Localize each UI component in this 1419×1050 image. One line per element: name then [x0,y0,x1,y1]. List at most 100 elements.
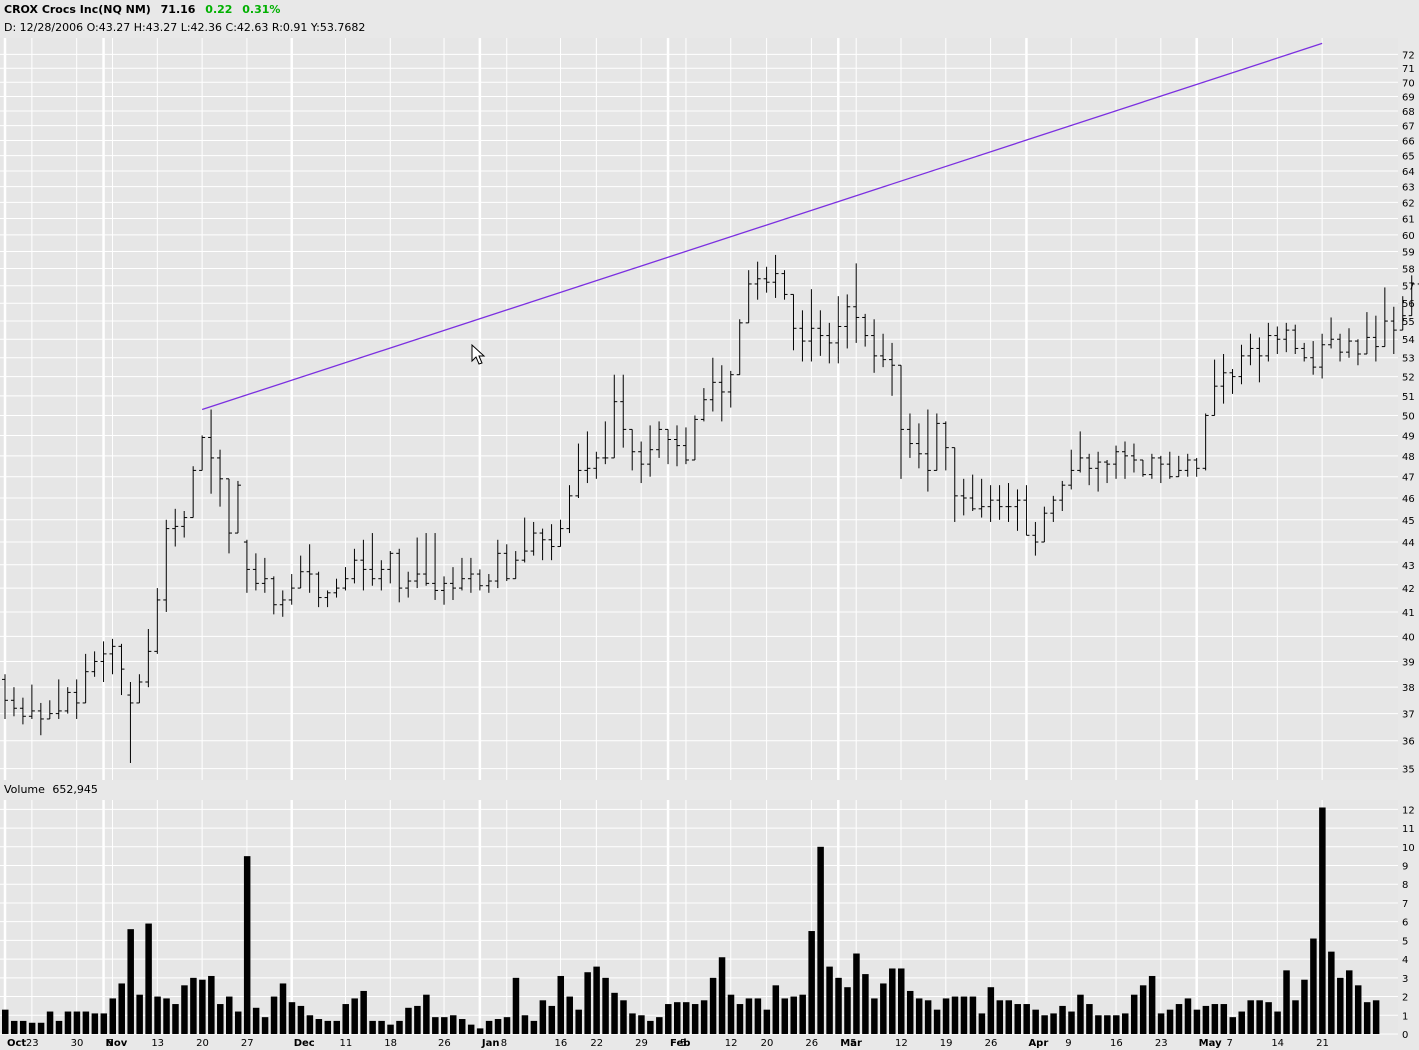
volume-bar [835,977,842,1034]
ohlc-bar [611,374,618,459]
volume-bar [763,1009,771,1034]
volume-bar [324,1020,332,1034]
ohlc-bar [136,674,143,704]
date-tick-label: 18 [384,1038,397,1049]
volume-bar [691,1004,699,1034]
ohlc-bar [1175,455,1182,478]
volume-bar [226,996,233,1034]
volume-bar [942,998,950,1034]
volume-tick-label: 1 [1402,1011,1408,1022]
volume-bar [405,1007,412,1034]
ohlc-bar [790,293,797,351]
ohlc-bar [19,697,26,725]
ohlc-bar [700,388,707,422]
volume-bar [638,1015,645,1034]
ohlc-bar [37,702,44,736]
ohlc-bar [261,557,268,593]
ohlc-bar [620,374,627,448]
ohlc-bar [1014,489,1021,531]
ohlc-bar [566,485,573,534]
volume-bar [898,968,905,1034]
ohlc-bar [315,571,322,608]
date-tick-label: 12 [725,1038,738,1049]
volume-bar [629,1013,636,1034]
price-tick-label: 57 [1402,282,1415,293]
volume-bar [1059,1005,1066,1034]
volume-bar [423,994,430,1034]
ohlc-bar [1157,455,1164,484]
ohlc-bar [638,441,645,484]
volume-bar [1005,1000,1013,1034]
volume-bar [521,1015,529,1034]
volume-bar [530,1020,538,1034]
ohlc-bar [889,342,896,396]
volume-bar [978,1013,986,1034]
volume-bar [1354,985,1362,1034]
volume-bar [37,1022,45,1034]
volume-bar [924,1000,932,1034]
volume-tick-label: 4 [1402,955,1408,966]
price-tick-label: 65 [1402,152,1415,163]
ohlc-bar [1354,339,1361,366]
ohlc-bar [1220,354,1227,404]
ohlc-bar [674,425,680,467]
price-tick-label: 71 [1402,64,1415,75]
price-tick-label: 72 [1402,50,1415,61]
volume-bar [871,998,878,1034]
ohlc-bar [163,519,170,612]
volume-bar [566,996,573,1034]
volume-tick-label: 11 [1402,824,1415,835]
price-gridlines [0,38,1398,780]
ohlc-bar [924,409,931,492]
volume-bar [1211,1004,1219,1034]
volume-bar [503,1017,511,1034]
price-tick-label: 69 [1402,93,1415,104]
date-tick-label: 16 [555,1038,568,1049]
ohlc-bar [1184,453,1191,477]
ohlc-bar [1041,506,1048,543]
ohlc-bar [1319,333,1326,379]
date-tick-label: 9 [1065,1038,1071,1049]
volume-bar [1363,1002,1371,1034]
date-tick-label: 16 [1110,1038,1123,1049]
ohlc-bar [1247,333,1254,366]
volume-bar [1148,975,1156,1034]
ohlc-bar [73,679,80,719]
date-tick-label: 7 [1227,1038,1233,1049]
price-tick-label: 51 [1402,392,1415,403]
ohlc-bar [844,294,851,349]
volume-bar [1041,1015,1048,1034]
ohlc-bar [1005,483,1012,522]
ohlc-bar [1050,495,1057,522]
volume-bar [808,931,815,1034]
date-tick-label: 21 [1316,1038,1329,1049]
ohlc-bar [1104,459,1111,484]
trendline[interactable] [201,42,1323,411]
ohlc-bar [960,478,967,516]
price-tick-label: 60 [1402,231,1415,242]
volume-bar [1122,1013,1129,1034]
ohlc-bar [1148,453,1155,479]
volume-bar [351,998,358,1034]
ohlc-bar [476,569,483,591]
volume-bar [826,966,833,1034]
ohlc-bar [1274,326,1281,355]
ohlc-bar [333,578,340,598]
ohlc-bar [906,413,913,458]
volume-bar [342,1004,349,1034]
volume-bar [987,987,995,1034]
ohlc-bar [691,415,698,461]
price-tick-label: 39 [1402,657,1415,668]
ohlc-bar [360,539,367,591]
ohlc-bar [1095,451,1102,492]
ohlc-bar [46,700,53,720]
ohlc-bar [1310,341,1317,375]
ohlc-bar [1372,315,1379,362]
price-tick-label: 48 [1402,452,1415,463]
ohlc-bar [1292,324,1299,355]
volume-bar [718,957,726,1034]
price-tick-label: 47 [1402,473,1415,484]
ohlc-bar [826,322,833,364]
volume-bar [665,1004,672,1034]
